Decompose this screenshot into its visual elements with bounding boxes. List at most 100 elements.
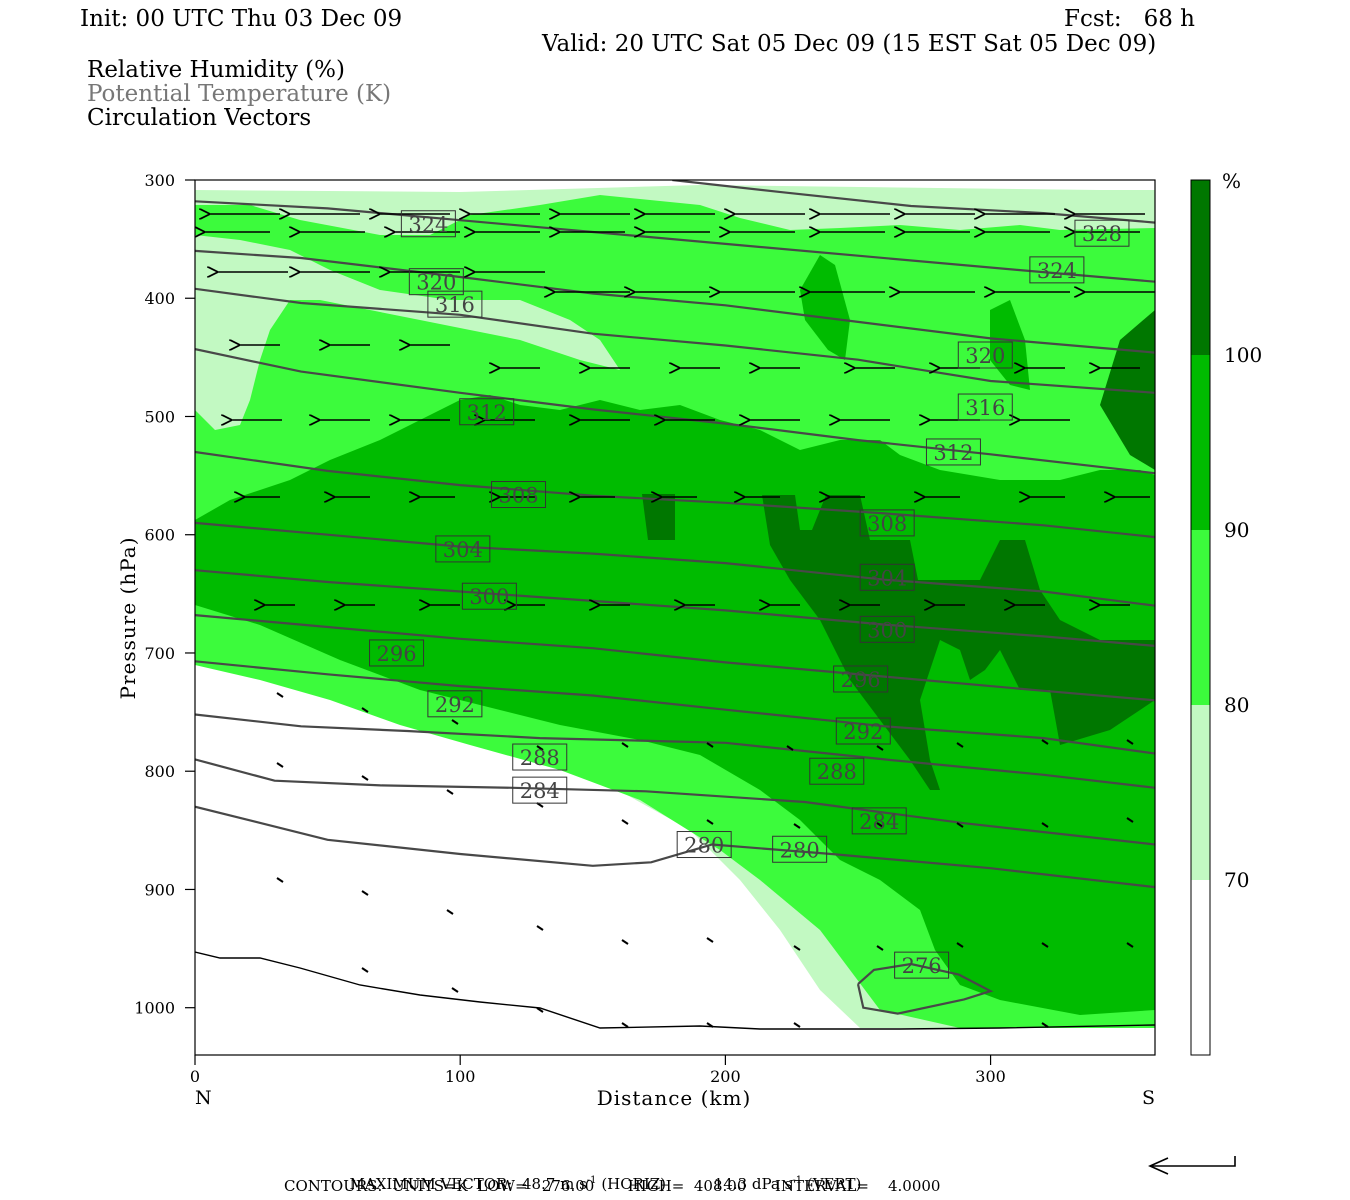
circulation-vector (1041, 822, 1049, 828)
theta-label-box (512, 776, 568, 804)
theta-label-300: 300 (867, 618, 907, 642)
x-tick-label: 300 (975, 1067, 1006, 1086)
theta-label-box (772, 835, 828, 863)
theta-label-308: 308 (498, 484, 538, 508)
y-tick-label: 400 (144, 289, 175, 308)
max-vector-vert: 14.3 dPa s (713, 1175, 793, 1193)
theta-label-312: 312 (467, 401, 507, 425)
theta-label-box (1029, 256, 1085, 284)
horiz-exponent: -1 (586, 1175, 597, 1186)
circulation-vector (1041, 739, 1049, 745)
colorbar-frame (1190, 179, 1211, 1056)
theta-label-316: 316 (435, 293, 475, 317)
max-vector-line: MAXIMUM VECTOR: 48.7 m s-1 (HORIZ) 14.3 … (340, 1157, 862, 1193)
max-vector-horiz-suffix: (HORIZ) (596, 1175, 667, 1193)
theta-label-320: 320 (965, 344, 1005, 368)
theta-label-328: 328 (1082, 222, 1122, 246)
circulation-vector (361, 890, 369, 896)
colorbar-swatch-below (1191, 880, 1210, 1055)
circulation-vector (446, 789, 454, 795)
rh-90-patch-upper-a (800, 255, 850, 360)
circulation-vector (706, 742, 714, 748)
theta-label-box (491, 481, 547, 509)
circulation-vector (621, 939, 629, 945)
theta-label-box (851, 807, 907, 835)
x-tick-label: 100 (445, 1067, 476, 1086)
circulation-vector (621, 742, 629, 748)
colorbar-swatch-100 (1191, 180, 1210, 355)
circulation-vector (536, 802, 544, 808)
colorbar-level-label: 80 (1224, 693, 1249, 717)
circulation-vector (361, 707, 369, 713)
x-tick-label: 0 (190, 1067, 200, 1086)
circulation-vector (876, 945, 884, 951)
theta-label-box (1074, 219, 1130, 247)
theta-label-box (957, 393, 1013, 421)
circulation-vector (876, 822, 884, 828)
theta-contour-300 (195, 569, 1155, 647)
circulation-vector (1126, 942, 1134, 948)
field-rh-label: Relative Humidity (%) (87, 57, 345, 83)
x-axis-south-label: S (1142, 1087, 1155, 1109)
theta-label-box (859, 615, 915, 643)
theta-label-box (833, 665, 889, 693)
theta-contour-labels: 276 280 280 284 284 288 288 292 292 296 296 300 300 3… (369, 210, 1130, 979)
circulation-vector (451, 987, 459, 993)
theta-label-296: 296 (377, 642, 417, 666)
circulation-vector (276, 877, 284, 883)
circulation-vector (451, 719, 459, 725)
theta-label-292: 292 (435, 693, 475, 717)
circulation-vector (786, 745, 794, 751)
theta-label-276: 276 (902, 954, 942, 978)
theta-label-284: 284 (520, 779, 560, 803)
theta-label-284: 284 (859, 810, 899, 834)
theta-label-box (427, 690, 483, 718)
circulation-vector (706, 937, 714, 943)
theta-label-box (925, 438, 981, 466)
colorbar-level-label: 70 (1224, 868, 1249, 892)
colorbar: % 70 80 90 100 (1190, 169, 1262, 1056)
max-vector-vert-suffix: (VERT) (802, 1175, 862, 1193)
circulation-vector (536, 1007, 544, 1013)
theta-contour-284 (195, 758, 1155, 846)
contours-info: CONTOURS: UNITS=K LOW= 276.00 HIGH= 408.… (284, 1177, 941, 1195)
theta-label-box (859, 509, 915, 537)
x-tick-label: 200 (710, 1067, 741, 1086)
theta-label-box (400, 210, 456, 238)
y-axis-title: Pressure (hPa) (116, 537, 140, 700)
theta-contour-328 (672, 180, 1155, 224)
circulation-vector (956, 822, 964, 828)
theta-label-box (957, 341, 1013, 369)
circulation-vector (1126, 739, 1134, 745)
circulation-vector (793, 945, 801, 951)
x-axis-north-label: N (195, 1087, 212, 1109)
colorbar-level-label: 90 (1224, 518, 1249, 542)
y-tick-label: 700 (144, 644, 175, 663)
reference-vector-icon (1148, 1156, 1236, 1175)
circulation-vector (1041, 942, 1049, 948)
circulation-vector (1126, 817, 1134, 823)
theta-contour-292 (195, 660, 1155, 755)
circulation-vector (876, 745, 884, 751)
circulation-vector (621, 819, 629, 825)
colorbar-labels: % 70 80 90 100 (1222, 169, 1262, 892)
theta-label-320: 320 (416, 271, 456, 295)
theta-label-304: 304 (867, 566, 907, 590)
theta-label-box (461, 582, 517, 610)
theta-contour-316 (195, 287, 1155, 394)
y-tick-label: 300 (144, 171, 175, 190)
theta-label-300: 300 (469, 585, 509, 609)
theta-label-292: 292 (843, 720, 883, 744)
y-tick-label: 800 (144, 762, 175, 781)
surface-terrain-line (195, 951, 1155, 1030)
theta-label-box (369, 639, 425, 667)
theta-label-308: 308 (867, 512, 907, 536)
circulation-vector (621, 1022, 629, 1028)
circulation-vector (276, 762, 284, 768)
init-time: Init: 00 UTC Thu 03 Dec 09 (80, 6, 403, 32)
x-axis-title: Distance (km) (597, 1086, 752, 1110)
circulation-vector (1041, 1022, 1049, 1028)
max-vector-label: MAXIMUM VECTOR: (349, 1175, 513, 1193)
theta-label-box (894, 951, 950, 979)
